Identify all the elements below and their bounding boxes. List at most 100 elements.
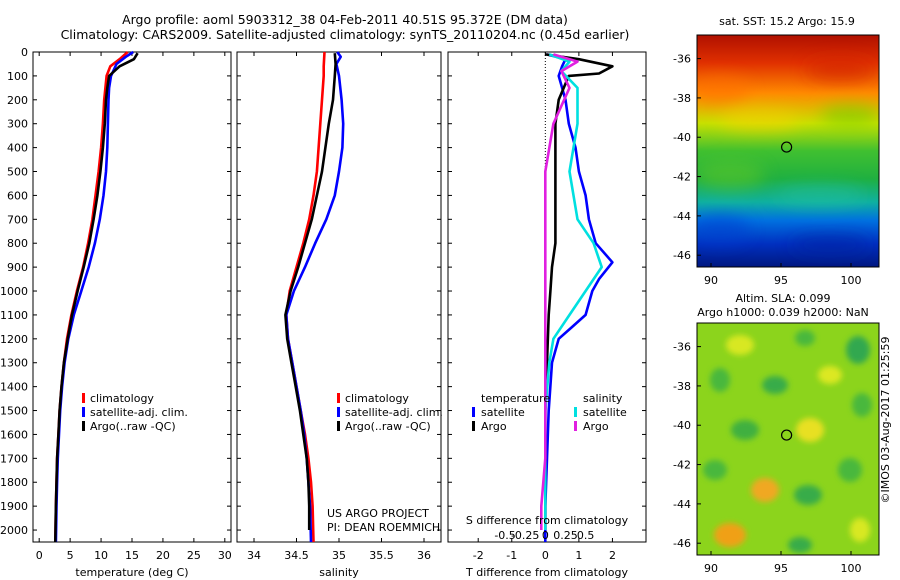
- x-tick-label: 0: [36, 549, 43, 562]
- salinity-legend: climatology satellite-adj. clim. Argo(..…: [337, 392, 443, 433]
- x-tick-label: 0: [542, 549, 549, 562]
- legend-label-s-argo: Argo: [583, 420, 609, 433]
- legend-swatch-climatology: [82, 393, 85, 403]
- x-tick-label: 10: [94, 549, 108, 562]
- map-x-tick-label: 95: [774, 562, 788, 575]
- x-tick-label: 15: [125, 549, 139, 562]
- sla-map-ticks: 90 95 100 -36 -38 -40 -42 -44 -46: [673, 341, 861, 575]
- legend-swatch-satellite: [82, 407, 85, 417]
- legend-swatch-climatology: [337, 393, 340, 403]
- legend-label-argo: Argo(..raw -QC): [345, 420, 431, 433]
- x-tick-label: 34: [247, 549, 261, 562]
- map-y-tick-label: -44: [673, 498, 691, 511]
- sst-map-frame: [696, 34, 880, 268]
- depth-tick-label: 2000: [0, 524, 28, 537]
- depth-tick-labels: 0 100 200 300 400 500 600 700 800 900 1000 1100 1200…: [0, 46, 646, 537]
- depth-tick-label: 100: [7, 70, 28, 83]
- s-tick-label: 0.25: [553, 529, 578, 542]
- depth-tick-label: 1800: [0, 476, 28, 489]
- imos-stamp: ©IMOS 03-Aug-2017 01:25:59: [879, 337, 892, 504]
- series-line-argo: [543, 53, 614, 530]
- legend-swatch-t-argo: [472, 421, 475, 431]
- depth-tick-label: 1100: [0, 309, 28, 322]
- legend-title-salinity: salinity: [583, 392, 623, 405]
- legend-swatch-s-argo: [574, 421, 577, 431]
- salinity-axes-frame: [236, 51, 442, 543]
- depth-tick-label: 1400: [0, 381, 28, 394]
- s-difference-tick-labels: -0.5-0.25 0 0.25 0.5: [494, 529, 594, 542]
- salinity-plot: 34 34.5 35 35.5 36: [247, 51, 431, 562]
- legend-label-s-satellite: satellite: [583, 406, 627, 419]
- difference-plot: -2 -1 0 1 2: [473, 52, 616, 562]
- depth-tick-label: 1700: [0, 452, 28, 465]
- s-tick-label: 0.5: [577, 529, 595, 542]
- depth-tick-label: 1300: [0, 357, 28, 370]
- legend-swatch-argo: [337, 421, 340, 431]
- x-tick-label: 20: [156, 549, 170, 562]
- legend-swatch-s-satellite: [574, 407, 577, 417]
- map-x-tick-label: 90: [704, 274, 718, 287]
- depth-tick-label: 1900: [0, 500, 28, 513]
- x-tick-label: 30: [218, 549, 232, 562]
- sla-map-frame: [696, 322, 880, 556]
- map-y-tick-label: -38: [673, 92, 691, 105]
- x-tick-label: 2: [609, 549, 616, 562]
- difference-legend: temperature salinity satellite Argo sate…: [472, 392, 627, 433]
- salinity-xlabel: salinity: [319, 566, 359, 579]
- map-x-tick-label: 95: [774, 274, 788, 287]
- depth-tick-label: 1600: [0, 428, 28, 441]
- map-y-tick-label: -44: [673, 210, 691, 223]
- sla-heatmap: [697, 323, 879, 555]
- map-x-tick-label: 90: [704, 562, 718, 575]
- sst-argo-location-marker: [780, 141, 793, 153]
- s-tick-label: -0.25: [511, 529, 539, 542]
- depth-tick-label: 600: [7, 189, 28, 202]
- pi-text: PI: DEAN ROEMMICH: [327, 521, 440, 534]
- legend-label-climatology: climatology: [90, 392, 154, 405]
- series-line-argorawqc: [284, 53, 337, 530]
- credit-text: US ARGO PROJECT: [327, 507, 429, 520]
- series-line-argo: [539, 53, 579, 530]
- x-tick-label: 34.5: [284, 549, 309, 562]
- map-y-tick-label: -36: [673, 341, 691, 354]
- legend-label-t-satellite: satellite: [481, 406, 525, 419]
- sst-map-ticks: 90 95 100 -36 -38 -40 -42 -44 -46: [673, 53, 861, 287]
- s-tick-label: 0: [542, 529, 549, 542]
- series-line-argorawqc: [54, 52, 139, 543]
- series-line-satelliteadjclim: [284, 51, 345, 543]
- depth-tick-label: 300: [7, 118, 28, 131]
- map-y-tick-label: -46: [673, 249, 691, 262]
- map-y-tick-label: -40: [673, 419, 691, 432]
- s-tick-label: -0.5: [494, 529, 515, 542]
- depth-tick-label: 900: [7, 261, 28, 274]
- legend-label-t-argo: Argo: [481, 420, 507, 433]
- map-y-tick-label: -36: [673, 53, 691, 66]
- legend-label-satellite: satellite-adj. clim.: [345, 406, 443, 419]
- depth-tick-label: 1000: [0, 285, 28, 298]
- x-tick-label: 35: [332, 549, 346, 562]
- map-y-tick-label: -40: [673, 131, 691, 144]
- sst-heatmap: [697, 35, 879, 267]
- series-line-climatology: [54, 51, 129, 543]
- series-line-satelliteadjclim: [54, 50, 134, 543]
- x-tick-label: 36: [417, 549, 431, 562]
- depth-tick-label: 500: [7, 166, 28, 179]
- legend-title-temperature: temperature: [481, 392, 550, 405]
- map-y-tick-label: -42: [673, 171, 691, 184]
- series-line-satellite: [543, 53, 614, 542]
- t-difference-xlabel: T difference from climatology: [465, 566, 628, 579]
- depth-tick-label: 400: [7, 142, 28, 155]
- legend-label-climatology: climatology: [345, 392, 409, 405]
- x-tick-label: 5: [67, 549, 74, 562]
- temperature-axes-frame: [32, 51, 232, 543]
- legend-swatch-argo: [82, 421, 85, 431]
- sla-map-subtitle: Argo h1000: 0.039 h2000: NaN: [697, 306, 869, 319]
- x-tick-label: 35.5: [369, 549, 394, 562]
- legend-label-satellite: satellite-adj. clim.: [90, 406, 188, 419]
- difference-axes-frame: [447, 51, 647, 543]
- x-tick-label: -2: [473, 549, 484, 562]
- x-tick-label: 25: [187, 549, 201, 562]
- legend-swatch-t-satellite: [472, 407, 475, 417]
- map-x-tick-label: 100: [841, 274, 862, 287]
